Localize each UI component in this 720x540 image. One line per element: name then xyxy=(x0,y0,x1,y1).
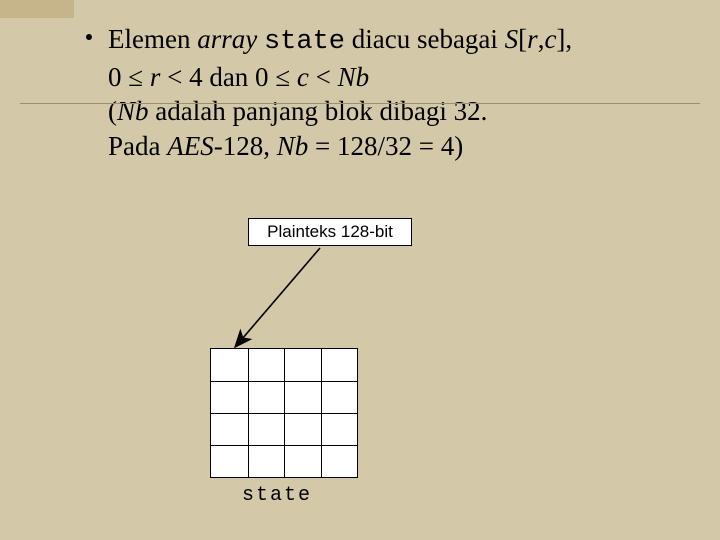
t-l2c: r xyxy=(150,62,161,92)
t-l1b: array xyxy=(197,24,257,54)
t-l3a: ( xyxy=(108,96,117,126)
t-l2a: 0 xyxy=(108,62,128,92)
state-grid xyxy=(210,348,358,478)
t-l1f: S xyxy=(505,24,519,54)
t-le1: ≤ xyxy=(128,62,143,92)
t-l3b: Nb xyxy=(117,96,149,126)
state-label: state xyxy=(242,484,312,507)
grid-line xyxy=(211,413,357,414)
t-l4a: Pada xyxy=(108,131,167,161)
t-l1g: [ xyxy=(518,24,527,54)
slide-page: Elemen array state diacu sebagai S[r,c],… xyxy=(0,0,720,540)
t-l1a: Elemen xyxy=(108,24,197,54)
t-l2b xyxy=(143,62,150,92)
t-l4e: = 128/32 = 4) xyxy=(308,131,463,161)
t-l1c xyxy=(257,24,264,54)
horizontal-rule xyxy=(20,103,700,104)
body-text: Elemen array state diacu sebagai S[r,c],… xyxy=(86,22,680,163)
t-l2g: < xyxy=(309,62,338,92)
state-diagram: Plainteks 128-bit state xyxy=(200,218,440,518)
t-l1j: c xyxy=(544,24,556,54)
t-l4d: Nb xyxy=(277,131,309,161)
corner-accent xyxy=(0,0,74,18)
sub-lines: (Nb adalah panjang blok dibagi 32. Pada … xyxy=(86,94,680,163)
grid-line xyxy=(211,445,357,446)
t-l2h: Nb xyxy=(338,62,370,92)
bullet-item: Elemen array state diacu sebagai S[r,c],… xyxy=(86,22,680,94)
t-l1e: diacu sebagai xyxy=(345,24,505,54)
t-le2: ≤ xyxy=(275,62,290,92)
t-l2d: < 4 dan 0 xyxy=(160,62,275,92)
t-l4c: -128, xyxy=(214,131,277,161)
t-l3c: adalah panjang blok dibagi 32. xyxy=(149,96,488,126)
t-l2e xyxy=(290,62,297,92)
bullet-dot-icon xyxy=(86,34,92,40)
grid-line xyxy=(211,381,357,382)
t-l4b: AES xyxy=(167,131,214,161)
t-l2f: c xyxy=(297,62,309,92)
t-l1k: ], xyxy=(556,24,572,54)
t-l1d: state xyxy=(264,27,345,57)
t-l1h: r xyxy=(527,24,538,54)
